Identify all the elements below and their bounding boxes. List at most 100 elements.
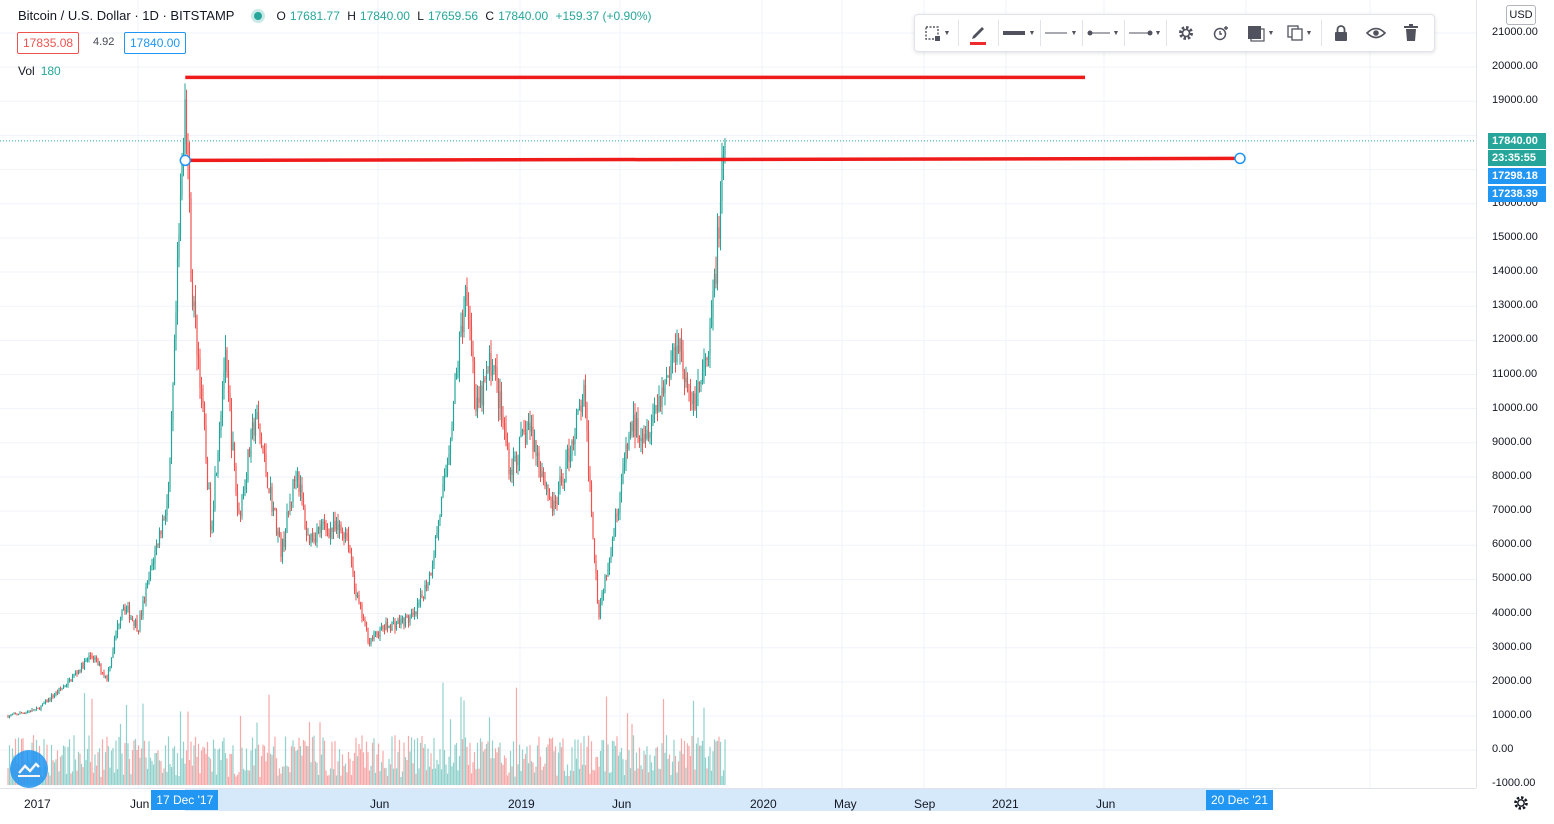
hide-button[interactable] [1359, 18, 1393, 48]
candle-body [665, 377, 668, 384]
candle-body [275, 510, 278, 536]
candle-body [649, 435, 651, 438]
volume-bar [283, 766, 285, 785]
line-right-end-button[interactable]: ▼ [1127, 18, 1163, 48]
volume-bar [199, 773, 201, 785]
candle-body [329, 527, 332, 538]
candle-body [385, 621, 387, 630]
symbol-title[interactable]: Bitcoin / U.S. Dollar · 1D · BITSTAMP [18, 8, 235, 23]
candle-body [427, 583, 429, 589]
volume-bar [643, 750, 645, 785]
candle-body [563, 481, 566, 483]
drawings-layer[interactable] [179, 75, 1246, 167]
tradingview-logo[interactable] [10, 750, 48, 788]
volume-bar [302, 739, 305, 785]
volume-bar [467, 764, 470, 785]
volume-bar [599, 750, 602, 785]
candle-body [622, 467, 624, 483]
candle-body [233, 442, 236, 467]
volume-bar [539, 756, 542, 785]
volume-bar [253, 765, 255, 785]
candle-body [293, 479, 296, 481]
candle-body [547, 484, 549, 493]
volume-bar [715, 741, 717, 785]
candle-body [443, 475, 446, 485]
volume-bar [82, 767, 84, 785]
volume-bar [251, 737, 254, 785]
volume-bar [131, 750, 134, 785]
volume-bar [101, 739, 104, 785]
candle-body [593, 538, 596, 561]
volume-bar [206, 741, 209, 785]
sell-price-button[interactable]: 17835.08 [17, 32, 80, 54]
line-anchor-start [179, 154, 192, 167]
volume-bar [136, 750, 138, 785]
volume-bar [503, 755, 506, 785]
price-axis[interactable] [1476, 0, 1554, 788]
volume-bar [470, 773, 473, 785]
volume-bar [157, 750, 159, 785]
candle-body [671, 349, 674, 361]
volume-bar [682, 753, 684, 785]
volume-bar [685, 767, 687, 785]
candle-body [724, 141, 726, 155]
chart-settings-button[interactable] [1512, 794, 1530, 817]
volume-bar [701, 740, 704, 785]
lock-button[interactable] [1324, 18, 1358, 48]
select-area-button[interactable]: ▼ [919, 18, 955, 48]
remove-button[interactable] [1394, 18, 1428, 48]
line-width-button[interactable]: ▼ [1001, 18, 1037, 48]
candle-body [176, 258, 179, 313]
candle-body [299, 484, 302, 493]
candle-body [290, 501, 293, 503]
volume-bar [659, 769, 662, 785]
candle-body [604, 575, 606, 593]
volume-bar [452, 762, 455, 785]
volume-bar [425, 770, 428, 785]
volume-bar [635, 752, 638, 785]
volume-bar [208, 756, 210, 785]
candle-body [25, 712, 27, 714]
currency-button[interactable]: USD [1506, 5, 1536, 25]
volume-bar [244, 770, 246, 785]
volume-legend[interactable]: Vol 180 [18, 64, 61, 78]
candle-body [589, 474, 591, 484]
visual-order-button[interactable]: ▼ [1241, 18, 1279, 48]
buy-price-button[interactable]: 17840.00 [124, 32, 187, 54]
candle-body [262, 446, 264, 454]
clone-button[interactable]: ▼ [1280, 18, 1318, 48]
candle-body [578, 405, 581, 410]
line-style-button[interactable]: ▼ [1043, 18, 1079, 48]
candle-body [283, 538, 285, 547]
candle-body [676, 345, 678, 362]
volume-bar [194, 736, 197, 785]
volume-bar [73, 735, 75, 785]
candle-body [706, 357, 708, 361]
volume-bar [320, 754, 323, 785]
line-color-button[interactable] [961, 18, 995, 48]
candle-body [8, 715, 11, 718]
add-alert-button[interactable] [1204, 18, 1240, 48]
volume-bar [185, 750, 188, 785]
price-chart-svg[interactable] [0, 0, 1476, 788]
settings-button[interactable] [1169, 18, 1203, 48]
volume-bar [526, 746, 528, 785]
candle-body [512, 456, 515, 476]
line-left-end-button[interactable]: ▼ [1085, 18, 1121, 48]
candle-body [599, 603, 602, 618]
volume-bar [322, 737, 324, 785]
candle-body [67, 680, 69, 686]
volume-bar [61, 755, 63, 785]
market-status-dot[interactable] [254, 11, 263, 20]
candle-body [59, 688, 62, 690]
candle-body [380, 626, 383, 630]
candle-body [718, 227, 720, 239]
volume-bar [56, 750, 59, 785]
volume-bar [373, 738, 375, 785]
candle-body [202, 398, 204, 404]
price-axis-label: 20000.00 [1492, 60, 1538, 73]
chart-pane[interactable] [0, 0, 1476, 788]
volume-bar [607, 744, 609, 785]
candle-body [404, 615, 407, 627]
